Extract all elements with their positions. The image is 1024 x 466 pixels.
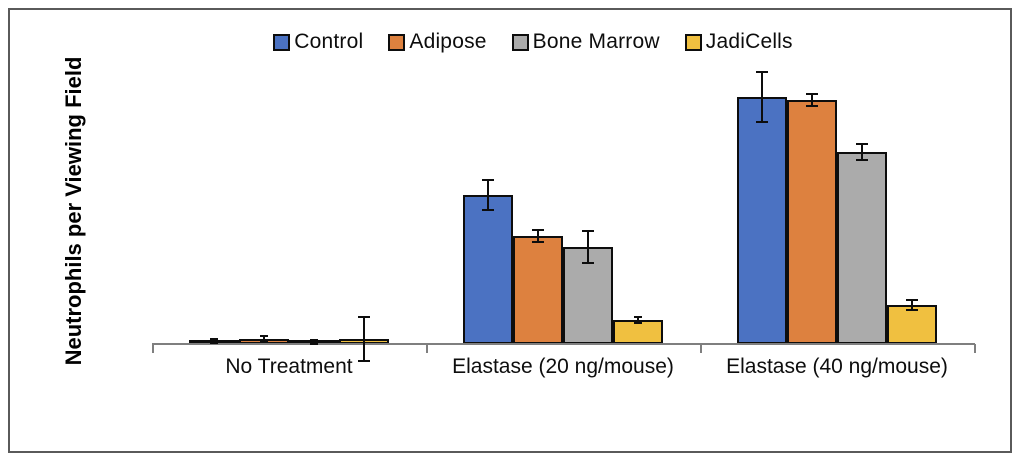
error-bar-cap-bottom	[906, 308, 918, 311]
x-axis-label-elastase-20: Elastase (20 ng/mouse)	[452, 355, 674, 378]
error-bar-line	[263, 336, 265, 342]
error-bar-line	[761, 72, 763, 122]
bar-bone-marrow-2	[837, 152, 887, 344]
legend-label-bone-marrow: Bone Marrow	[532, 30, 660, 53]
legend-swatch-bone-marrow-icon	[511, 33, 529, 51]
error-bar-cap-top	[582, 229, 594, 232]
x-axis-line	[152, 343, 975, 345]
error-bar-cap-bottom	[532, 240, 544, 243]
error-bar-line	[811, 94, 813, 106]
x-axis-label-elastase-40: Elastase (40 ng/mouse)	[726, 355, 948, 378]
legend-label-control: Control	[294, 30, 364, 53]
legend-item-adipose: Adipose	[388, 30, 486, 54]
error-bar-line	[587, 231, 589, 263]
bar-adipose-2	[787, 100, 837, 344]
x-axis-tick	[152, 344, 154, 353]
legend-swatch-jadicells-icon	[684, 33, 702, 51]
error-bar-cap-bottom	[756, 120, 768, 123]
error-bar-cap-bottom	[260, 340, 268, 343]
error-bar-cap-bottom	[582, 261, 594, 264]
error-bar-cap-bottom	[310, 342, 318, 345]
error-bar-line	[861, 144, 863, 160]
legend-label-adipose: Adipose	[409, 30, 487, 53]
legend-item-jadicells: JadiCells	[684, 30, 793, 54]
legend-swatch-adipose-icon	[388, 33, 406, 51]
x-axis-tick	[700, 344, 702, 353]
legend-label-jadicells: JadiCells	[705, 30, 793, 53]
bar-control-2	[737, 97, 787, 344]
error-bar-cap-top	[634, 315, 642, 318]
error-bar-line	[487, 180, 489, 210]
error-bar-cap-bottom	[806, 104, 818, 107]
error-bar-cap-top	[756, 70, 768, 73]
error-bar-cap-top	[358, 315, 370, 318]
error-bar-cap-top	[906, 298, 918, 301]
legend: Control Adipose Bone Marrow JadiCells	[0, 27, 1024, 57]
error-bar-cap-top	[856, 142, 868, 145]
error-bar-line	[363, 317, 365, 361]
error-bar-cap-top	[482, 178, 494, 181]
error-bar-line	[537, 230, 539, 242]
error-bar-cap-top	[210, 337, 218, 340]
bar-control-1	[463, 195, 513, 344]
x-axis-tick	[426, 344, 428, 353]
x-axis-label-no-treatment: No Treatment	[225, 355, 353, 378]
error-bar-cap-bottom	[210, 341, 218, 344]
error-bar-cap-bottom	[482, 208, 494, 211]
legend-item-control: Control	[273, 30, 363, 54]
bar-adipose-1	[513, 236, 563, 344]
x-axis-tick	[974, 344, 976, 353]
error-bar-cap-top	[806, 92, 818, 95]
error-bar-line	[313, 340, 315, 344]
error-bar-cap-top	[260, 334, 268, 337]
error-bar-cap-bottom	[856, 158, 868, 161]
error-bar-cap-top	[310, 338, 318, 341]
error-bar-cap-bottom	[358, 359, 370, 362]
error-bar-line	[911, 300, 913, 310]
error-bar-line	[637, 317, 639, 323]
legend-swatch-control-icon	[273, 33, 291, 51]
legend-item-bone-marrow: Bone Marrow	[511, 30, 660, 54]
error-bar-cap-top	[532, 228, 544, 231]
error-bar-cap-bottom	[634, 321, 642, 324]
error-bar-line	[213, 339, 215, 343]
